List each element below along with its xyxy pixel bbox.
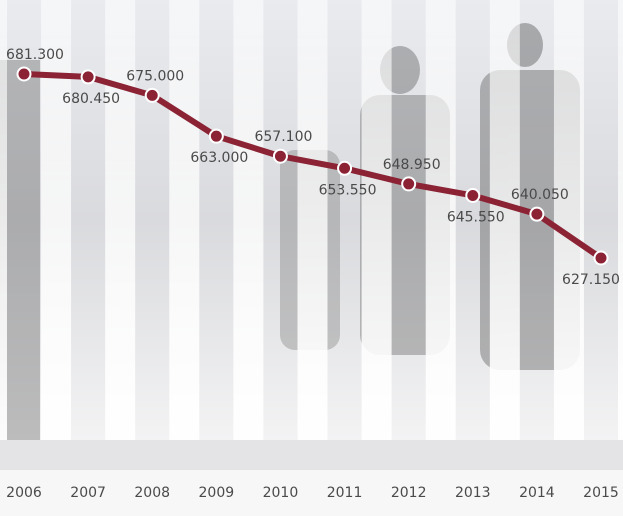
point [466,189,479,202]
x-tick-label: 2008 [134,485,170,501]
point [274,150,287,163]
data-label: 640.050 [511,187,569,203]
x-tick-label: 2010 [263,485,299,501]
point [595,252,608,265]
stripe [618,0,623,440]
stripe [298,0,328,440]
point [210,130,223,143]
data-label: 675.000 [126,68,184,84]
point [402,177,415,190]
data-label: 663.000 [190,150,248,166]
data-label: 645.550 [447,209,505,225]
stripe [362,0,392,440]
stripe [554,0,584,440]
data-label: 653.550 [319,182,377,198]
x-tick-label: 2011 [327,485,363,501]
chart: 2006 2007 2008 2009 2010 2011 2012 2013 2014 2015… [0,0,623,516]
x-tick-label: 2009 [199,485,235,501]
x-tick-label: 2014 [519,485,555,501]
data-label: 680.450 [62,91,120,107]
x-tick-label: 2012 [391,485,427,501]
stripe [105,0,135,440]
x-tick-label: 2007 [70,485,106,501]
point [530,208,543,221]
data-label: 657.100 [254,129,312,145]
stripe [0,0,7,440]
data-label: 648.950 [383,157,441,173]
data-label: 627.150 [562,272,620,288]
stripe [233,0,263,440]
stripe [169,0,199,440]
x-tick-label: 2013 [455,485,491,501]
x-tick-label: 2015 [583,485,619,501]
point [82,70,95,83]
point [146,89,159,102]
point [18,68,31,81]
point [338,162,351,175]
stripe [41,0,71,440]
x-tick-label: 2006 [6,485,42,501]
footer-band [0,440,623,470]
data-label: 681.300 [6,47,64,63]
